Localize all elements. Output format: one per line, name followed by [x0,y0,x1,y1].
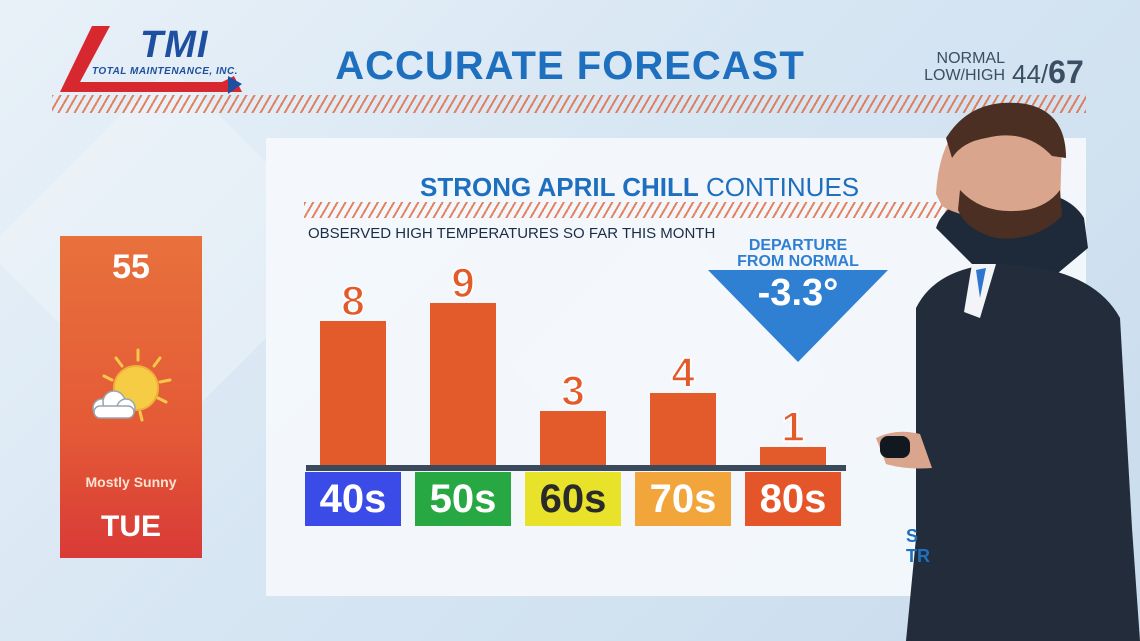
bar-40s [320,321,386,465]
bar-value-label-80s: 1 [781,402,806,451]
bar-50s [430,303,496,465]
forecast-temp: 55 [112,248,150,286]
category-label-40s: 40s [305,472,401,526]
chart-subtitle: OBSERVED HIGH TEMPERATURES SO FAR THIS M… [308,225,716,242]
side-caption: S TR [906,526,930,566]
bar-value-label-40s: 8 [341,276,366,325]
sun-cloud-icon [92,348,172,422]
presenter-figure [876,102,1140,641]
category-label-80s: 80s [745,472,841,526]
bar-60s [540,411,606,465]
header-hatch-divider [52,95,1086,113]
tmi-logo: TMI TOTAL MAINTENANCE, INC. [52,22,252,98]
side-caption-text: S TR [906,526,930,566]
category-label-70s: 70s [635,472,731,526]
chart-hatch-divider [304,202,960,218]
bar-value-label-70s: 4 [671,348,696,397]
departure-label: DEPARTURE FROM NORMAL [708,238,888,270]
bar-80s [760,447,826,465]
logo-text: TMI [140,24,209,66]
forecast-day: TUE [101,510,161,543]
bar-value-label-60s: 3 [561,366,586,415]
forecast-card: 55 Mostly Sunny TUE [60,236,202,558]
normal-label-line2: LOW/HIGH [924,67,1005,84]
category-label-50s: 50s [415,472,511,526]
normal-label: NORMAL LOW/HIGH [915,50,1005,84]
chart-title: STRONG APRIL CHILL CONTINUES [420,172,859,203]
forecast-condition: Mostly Sunny [85,474,177,490]
chart-title-rest: CONTINUES [706,172,860,202]
departure-value: -3.3° [757,272,839,314]
normal-high: 67 [1048,54,1084,90]
category-label-60s: 60s [525,472,621,526]
departure-label-line2: FROM NORMAL [737,253,859,270]
normal-values: 44/67 [1012,54,1084,91]
bar-70s [650,393,716,465]
departure-label-line1: DEPARTURE [748,237,848,254]
bar-value-label-50s: 9 [451,258,476,307]
page-title: ACCURATE FORECAST [335,44,805,88]
chart-baseline [306,465,846,471]
departure-triangle [708,270,888,362]
normal-label-line1: NORMAL [936,50,1005,67]
chart-title-bold: STRONG APRIL CHILL [420,172,699,202]
normal-low: 44/ [1012,59,1049,89]
logo-subtext: TOTAL MAINTENANCE, INC. [92,66,238,77]
